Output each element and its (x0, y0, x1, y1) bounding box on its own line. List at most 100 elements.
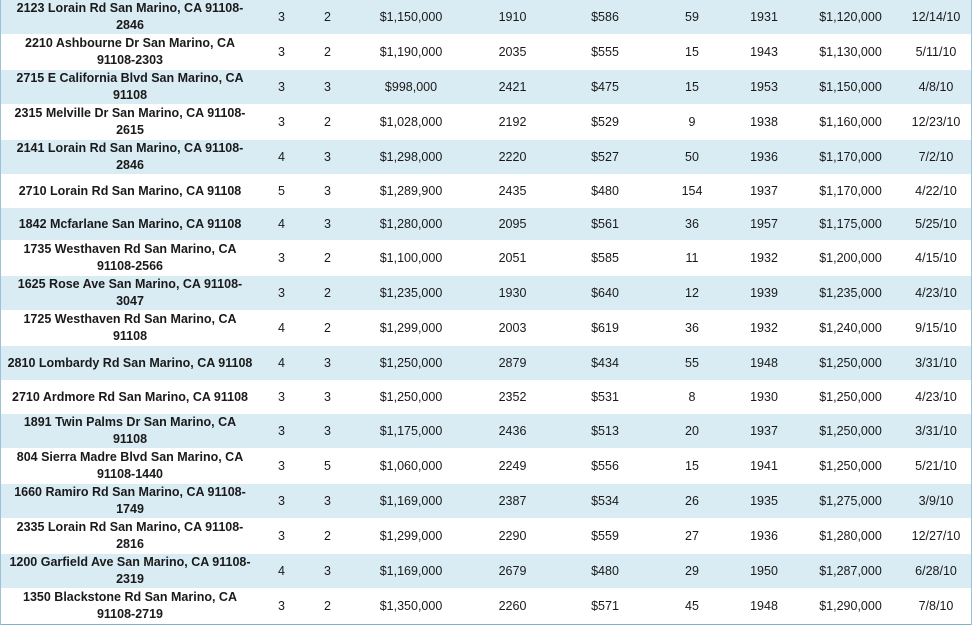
price-per-sqft-cell: $586 (591, 9, 619, 24)
days-on-market-cell: 59 (685, 9, 699, 24)
days-on-market-cell: 55 (685, 355, 699, 370)
year-built-cell: 1936 (750, 528, 778, 543)
days-on-market-cell: 26 (685, 493, 699, 508)
list-price-cell: $1,169,000 (379, 563, 443, 578)
baths-cell: 3 (324, 216, 331, 231)
sold-date-cell: 4/8/10 (918, 79, 954, 94)
list-price-cell: $1,289,900 (379, 183, 443, 198)
table-bottom-border (1, 624, 971, 625)
baths-cell: 3 (324, 423, 331, 438)
beds-cell: 3 (278, 250, 285, 265)
baths-cell: 3 (324, 389, 331, 404)
sqft-cell: 2260 (498, 598, 527, 613)
beds-cell: 3 (278, 114, 285, 129)
sqft-cell: 2095 (498, 216, 527, 231)
sold-date-cell: 3/31/10 (915, 355, 957, 370)
days-on-market-cell: 15 (685, 79, 699, 94)
sqft-cell: 2387 (498, 493, 527, 508)
list-price-cell: $1,235,000 (379, 285, 443, 300)
table-row: 1625 Rose Ave San Marino, CA 91108-3047 3… (1, 276, 971, 311)
days-on-market-cell: 8 (688, 389, 696, 404)
baths-cell: 3 (324, 355, 331, 370)
price-per-sqft-cell: $480 (591, 183, 619, 198)
table-row: 1842 Mcfarlane San Marino, CA 91108 4 3 $1,… (1, 208, 971, 241)
list-price-cell: $1,280,000 (379, 216, 443, 231)
address-cell: 2210 Ashbourne Dr San Marino, CA 91108-2… (25, 36, 235, 67)
beds-cell: 5 (278, 183, 285, 198)
table-row: 2210 Ashbourne Dr San Marino, CA 91108-2… (1, 35, 971, 70)
price-per-sqft-cell: $480 (591, 563, 619, 578)
days-on-market-cell: 27 (685, 528, 699, 543)
year-built-cell: 1930 (750, 389, 778, 404)
sold-price-cell: $1,250,000 (819, 389, 882, 404)
sold-price-cell: $1,250,000 (819, 423, 882, 438)
address-cell: 1842 Mcfarlane San Marino, CA 91108 (18, 216, 242, 231)
baths-cell: 2 (324, 528, 331, 543)
year-built-cell: 1941 (750, 458, 778, 473)
price-per-sqft-cell: $559 (591, 528, 619, 543)
sold-date-cell: 12/23/10 (911, 114, 961, 129)
table-row: 2335 Lorain Rd San Marino, CA 91108-2816… (1, 519, 971, 554)
list-price-cell: $1,298,000 (379, 149, 443, 164)
sold-price-cell: $1,250,000 (819, 458, 882, 473)
sold-date-cell: 4/23/10 (915, 285, 957, 300)
table-row: 2810 Lombardy Rd San Marino, CA 91108 4 3 $… (1, 346, 971, 381)
address-cell: 2710 Lorain Rd San Marino, CA 91108 (18, 183, 242, 198)
price-per-sqft-cell: $585 (591, 250, 619, 265)
address-cell: 1725 Westhaven Rd San Marino, CA 91108 (23, 312, 237, 343)
sqft-cell: 1910 (498, 9, 527, 24)
year-built-cell: 1936 (750, 149, 778, 164)
year-built-cell: 1957 (750, 216, 778, 231)
table-row: 2315 Melville Dr San Marino, CA 91108-26… (1, 105, 971, 140)
days-on-market-cell: 15 (685, 44, 699, 59)
baths-cell: 2 (324, 114, 331, 129)
address-cell: 2141 Lorain Rd San Marino, CA 91108-2846 (16, 141, 244, 172)
table-row: 1725 Westhaven Rd San Marino, CA 91108 4 2… (1, 311, 971, 346)
sqft-cell: 2192 (498, 114, 527, 129)
sqft-cell: 2051 (498, 250, 527, 265)
list-price-cell: $1,250,000 (379, 389, 443, 404)
price-per-sqft-cell: $571 (591, 598, 619, 613)
days-on-market-cell: 36 (685, 320, 699, 335)
baths-cell: 2 (324, 9, 331, 24)
year-built-cell: 1935 (750, 493, 778, 508)
table-row: 1350 Blackstone Rd San Marino, CA 91108-… (1, 589, 971, 624)
beds-cell: 3 (278, 493, 285, 508)
baths-cell: 2 (324, 44, 331, 59)
baths-cell: 3 (324, 149, 331, 164)
price-per-sqft-cell: $555 (591, 44, 619, 59)
sqft-cell: 1930 (498, 285, 527, 300)
list-price-cell: $1,175,000 (379, 423, 443, 438)
list-price-cell: $1,299,000 (379, 320, 443, 335)
sqft-cell: 2879 (498, 355, 527, 370)
table-row: 2715 E California Blvd San Marino, CA 91… (1, 70, 971, 105)
sqft-cell: 2290 (498, 528, 527, 543)
sold-price-cell: $1,287,000 (819, 563, 882, 578)
sold-date-cell: 4/23/10 (915, 389, 957, 404)
days-on-market-cell: 29 (685, 563, 699, 578)
year-built-cell: 1932 (750, 320, 778, 335)
days-on-market-cell: 36 (685, 216, 699, 231)
list-price-cell: $998,000 (384, 79, 438, 94)
sold-price-cell: $1,150,000 (819, 79, 882, 94)
baths-cell: 2 (324, 285, 331, 300)
baths-cell: 3 (324, 493, 331, 508)
days-on-market-cell: 50 (685, 149, 699, 164)
year-built-cell: 1932 (750, 250, 778, 265)
beds-cell: 3 (278, 9, 285, 24)
beds-cell: 3 (278, 79, 285, 94)
price-per-sqft-cell: $561 (591, 216, 619, 231)
beds-cell: 3 (278, 285, 285, 300)
sqft-cell: 2220 (498, 149, 527, 164)
address-cell: 2810 Lombardy Rd San Marino, CA 91108 (7, 355, 253, 370)
address-cell: 2715 E California Blvd San Marino, CA 91… (16, 71, 244, 102)
beds-cell: 4 (278, 355, 285, 370)
beds-cell: 3 (278, 389, 285, 404)
sold-price-cell: $1,175,000 (819, 216, 882, 231)
table-row: 804 Sierra Madre Blvd San Marino, CA 911… (1, 449, 971, 484)
price-per-sqft-cell: $434 (591, 355, 619, 370)
address-cell: 2710 Ardmore Rd San Marino, CA 91108 (12, 389, 248, 404)
address-cell: 2123 Lorain Rd San Marino, CA 91108-2846 (16, 1, 244, 32)
table-row: 2710 Ardmore Rd San Marino, CA 91108 3 3 $1… (1, 381, 971, 414)
sold-date-cell: 7/8/10 (918, 598, 954, 613)
